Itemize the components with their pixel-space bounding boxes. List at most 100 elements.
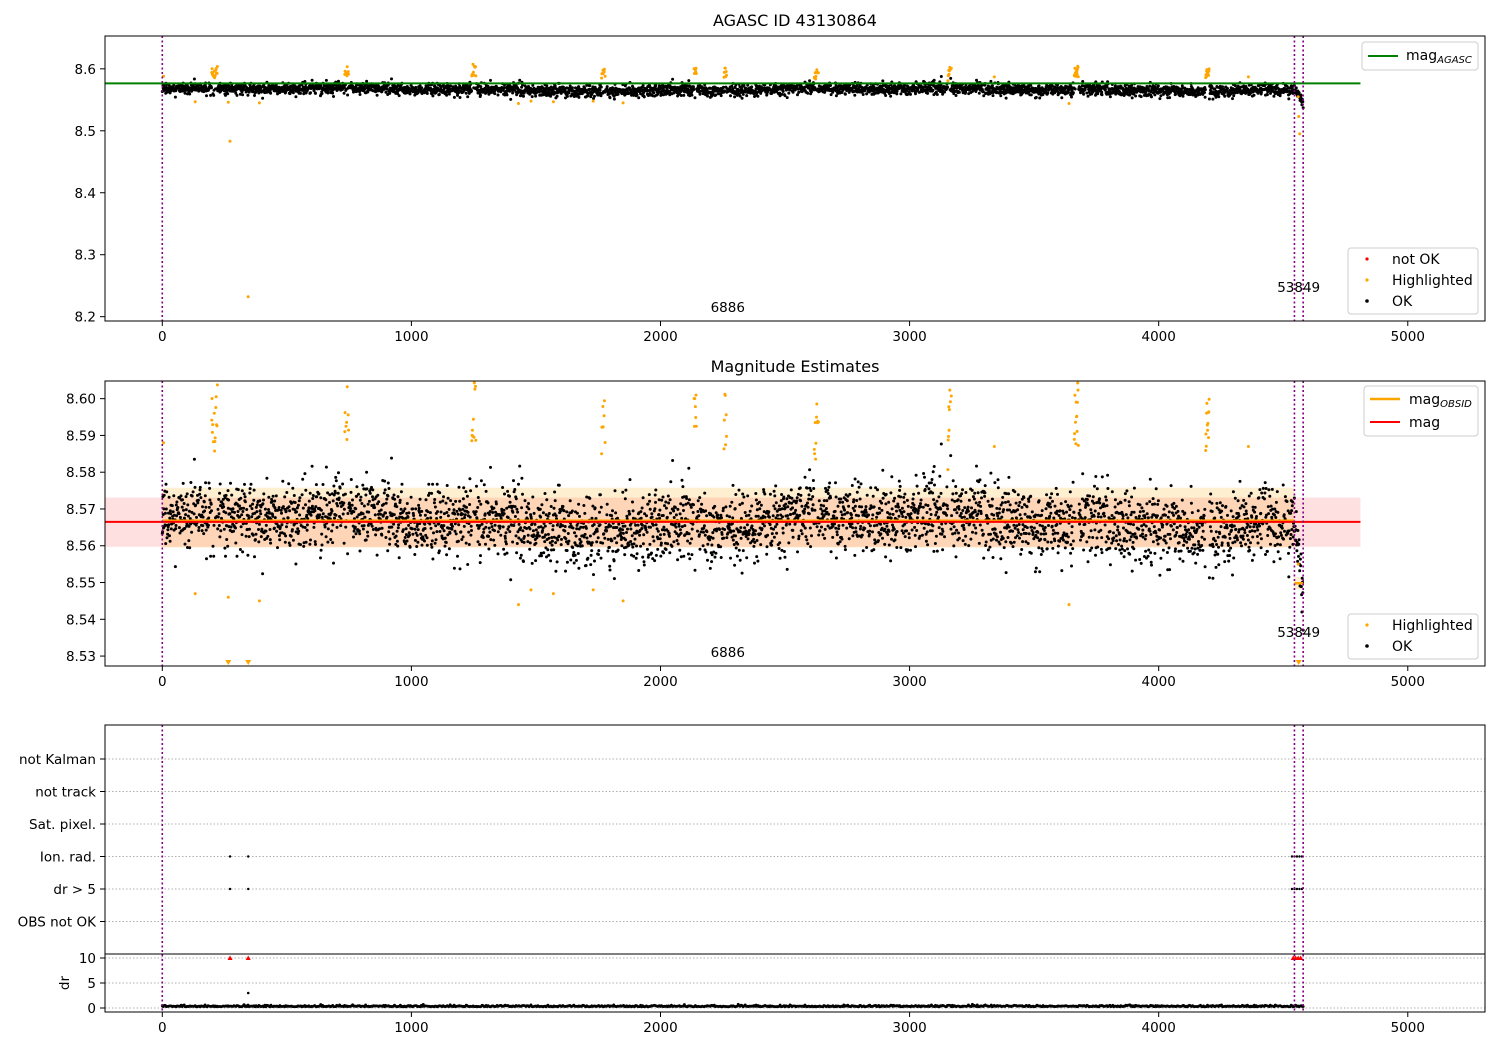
ok-point — [227, 84, 231, 88]
highlighted-point — [210, 67, 214, 71]
ok-point — [379, 508, 383, 512]
ok-point — [236, 488, 240, 492]
ok-point — [273, 506, 277, 510]
ok-point — [183, 91, 187, 95]
ok-point — [512, 524, 516, 527]
ok-point — [224, 93, 227, 97]
ok-point — [1168, 96, 1172, 100]
ok-point — [337, 79, 340, 83]
ok-point — [404, 527, 408, 531]
ok-point — [331, 91, 335, 95]
ok-point — [740, 96, 744, 100]
ok-point — [554, 569, 558, 573]
ok-point — [1265, 93, 1269, 97]
ok-point — [756, 94, 760, 98]
highlighted-point — [1207, 67, 1211, 71]
ok-point — [652, 91, 656, 95]
ok-point — [252, 488, 256, 492]
ok-point — [324, 535, 328, 539]
x-tick-label: 3000 — [892, 329, 926, 345]
ok-point — [430, 545, 434, 549]
ok-point — [693, 96, 697, 100]
ok-point — [1073, 87, 1077, 91]
ok-point — [309, 91, 312, 95]
ok-point — [225, 538, 229, 541]
ok-point — [517, 482, 520, 486]
ok-point — [492, 506, 496, 510]
ok-point — [367, 499, 371, 503]
ok-point — [182, 508, 185, 512]
ok-point — [588, 84, 592, 88]
ok-point — [530, 95, 534, 99]
ok-point — [479, 554, 482, 558]
ok-point — [410, 527, 414, 531]
ok-point — [357, 492, 360, 496]
legend-marker-highlighted — [1365, 278, 1369, 282]
ok-point — [358, 90, 362, 94]
ok-point — [519, 553, 523, 557]
ok-point — [560, 537, 563, 541]
ok-point — [466, 563, 470, 566]
ok-point — [895, 92, 899, 96]
ok-point — [429, 516, 433, 520]
ok-point — [259, 535, 263, 539]
ok-point — [692, 88, 696, 91]
ok-point — [250, 515, 254, 519]
ok-point — [247, 516, 251, 520]
ok-point — [242, 506, 246, 510]
ok-point — [257, 528, 260, 531]
ok-point — [165, 490, 169, 494]
ok-point — [909, 92, 912, 96]
ok-point — [454, 499, 458, 503]
ok-point — [565, 510, 569, 514]
ok-point — [949, 76, 953, 80]
ok-point — [178, 515, 182, 519]
ok-point — [379, 512, 383, 516]
ok-point — [394, 534, 398, 538]
ok-point — [391, 532, 395, 536]
ok-point — [358, 498, 362, 502]
ok-point — [346, 512, 350, 515]
ok-point — [1134, 94, 1138, 98]
ok-point — [208, 486, 212, 490]
ok-point — [268, 528, 272, 531]
ok-point — [273, 516, 277, 520]
ok-point — [465, 494, 469, 498]
ok-point — [240, 533, 244, 537]
ok-point — [298, 513, 302, 517]
ok-point — [1272, 94, 1276, 98]
ok-point — [513, 515, 517, 518]
ok-point — [264, 523, 268, 527]
panel-magnitude-estimates: Magnitude Estimates 0 1000 2000 3000 4000 500… — [66, 357, 1486, 690]
ok-point — [311, 494, 315, 497]
ok-point — [383, 488, 387, 492]
ok-point — [247, 514, 250, 518]
ok-point — [314, 91, 317, 95]
ok-point — [555, 94, 559, 98]
ok-point — [518, 464, 522, 468]
ok-point — [540, 554, 543, 558]
ok-point — [550, 539, 554, 543]
ok-point — [228, 512, 232, 516]
ok-point — [1207, 97, 1211, 101]
ok-point — [484, 489, 488, 493]
ok-point — [180, 505, 184, 509]
ok-point — [342, 91, 346, 95]
ok-point — [312, 525, 316, 529]
ok-point — [494, 502, 498, 506]
ok-point — [173, 565, 177, 569]
ok-point — [324, 465, 328, 469]
ok-point — [433, 498, 437, 501]
ok-point — [560, 91, 563, 94]
ok-point — [207, 505, 211, 509]
ok-point — [238, 548, 242, 551]
ok-point — [275, 529, 279, 533]
ok-point — [217, 497, 221, 501]
ok-point — [168, 534, 171, 538]
ok-point — [332, 484, 336, 488]
ok-point — [408, 92, 412, 96]
ok-point — [682, 93, 686, 97]
ok-point — [462, 524, 466, 528]
ok-point — [319, 496, 323, 500]
